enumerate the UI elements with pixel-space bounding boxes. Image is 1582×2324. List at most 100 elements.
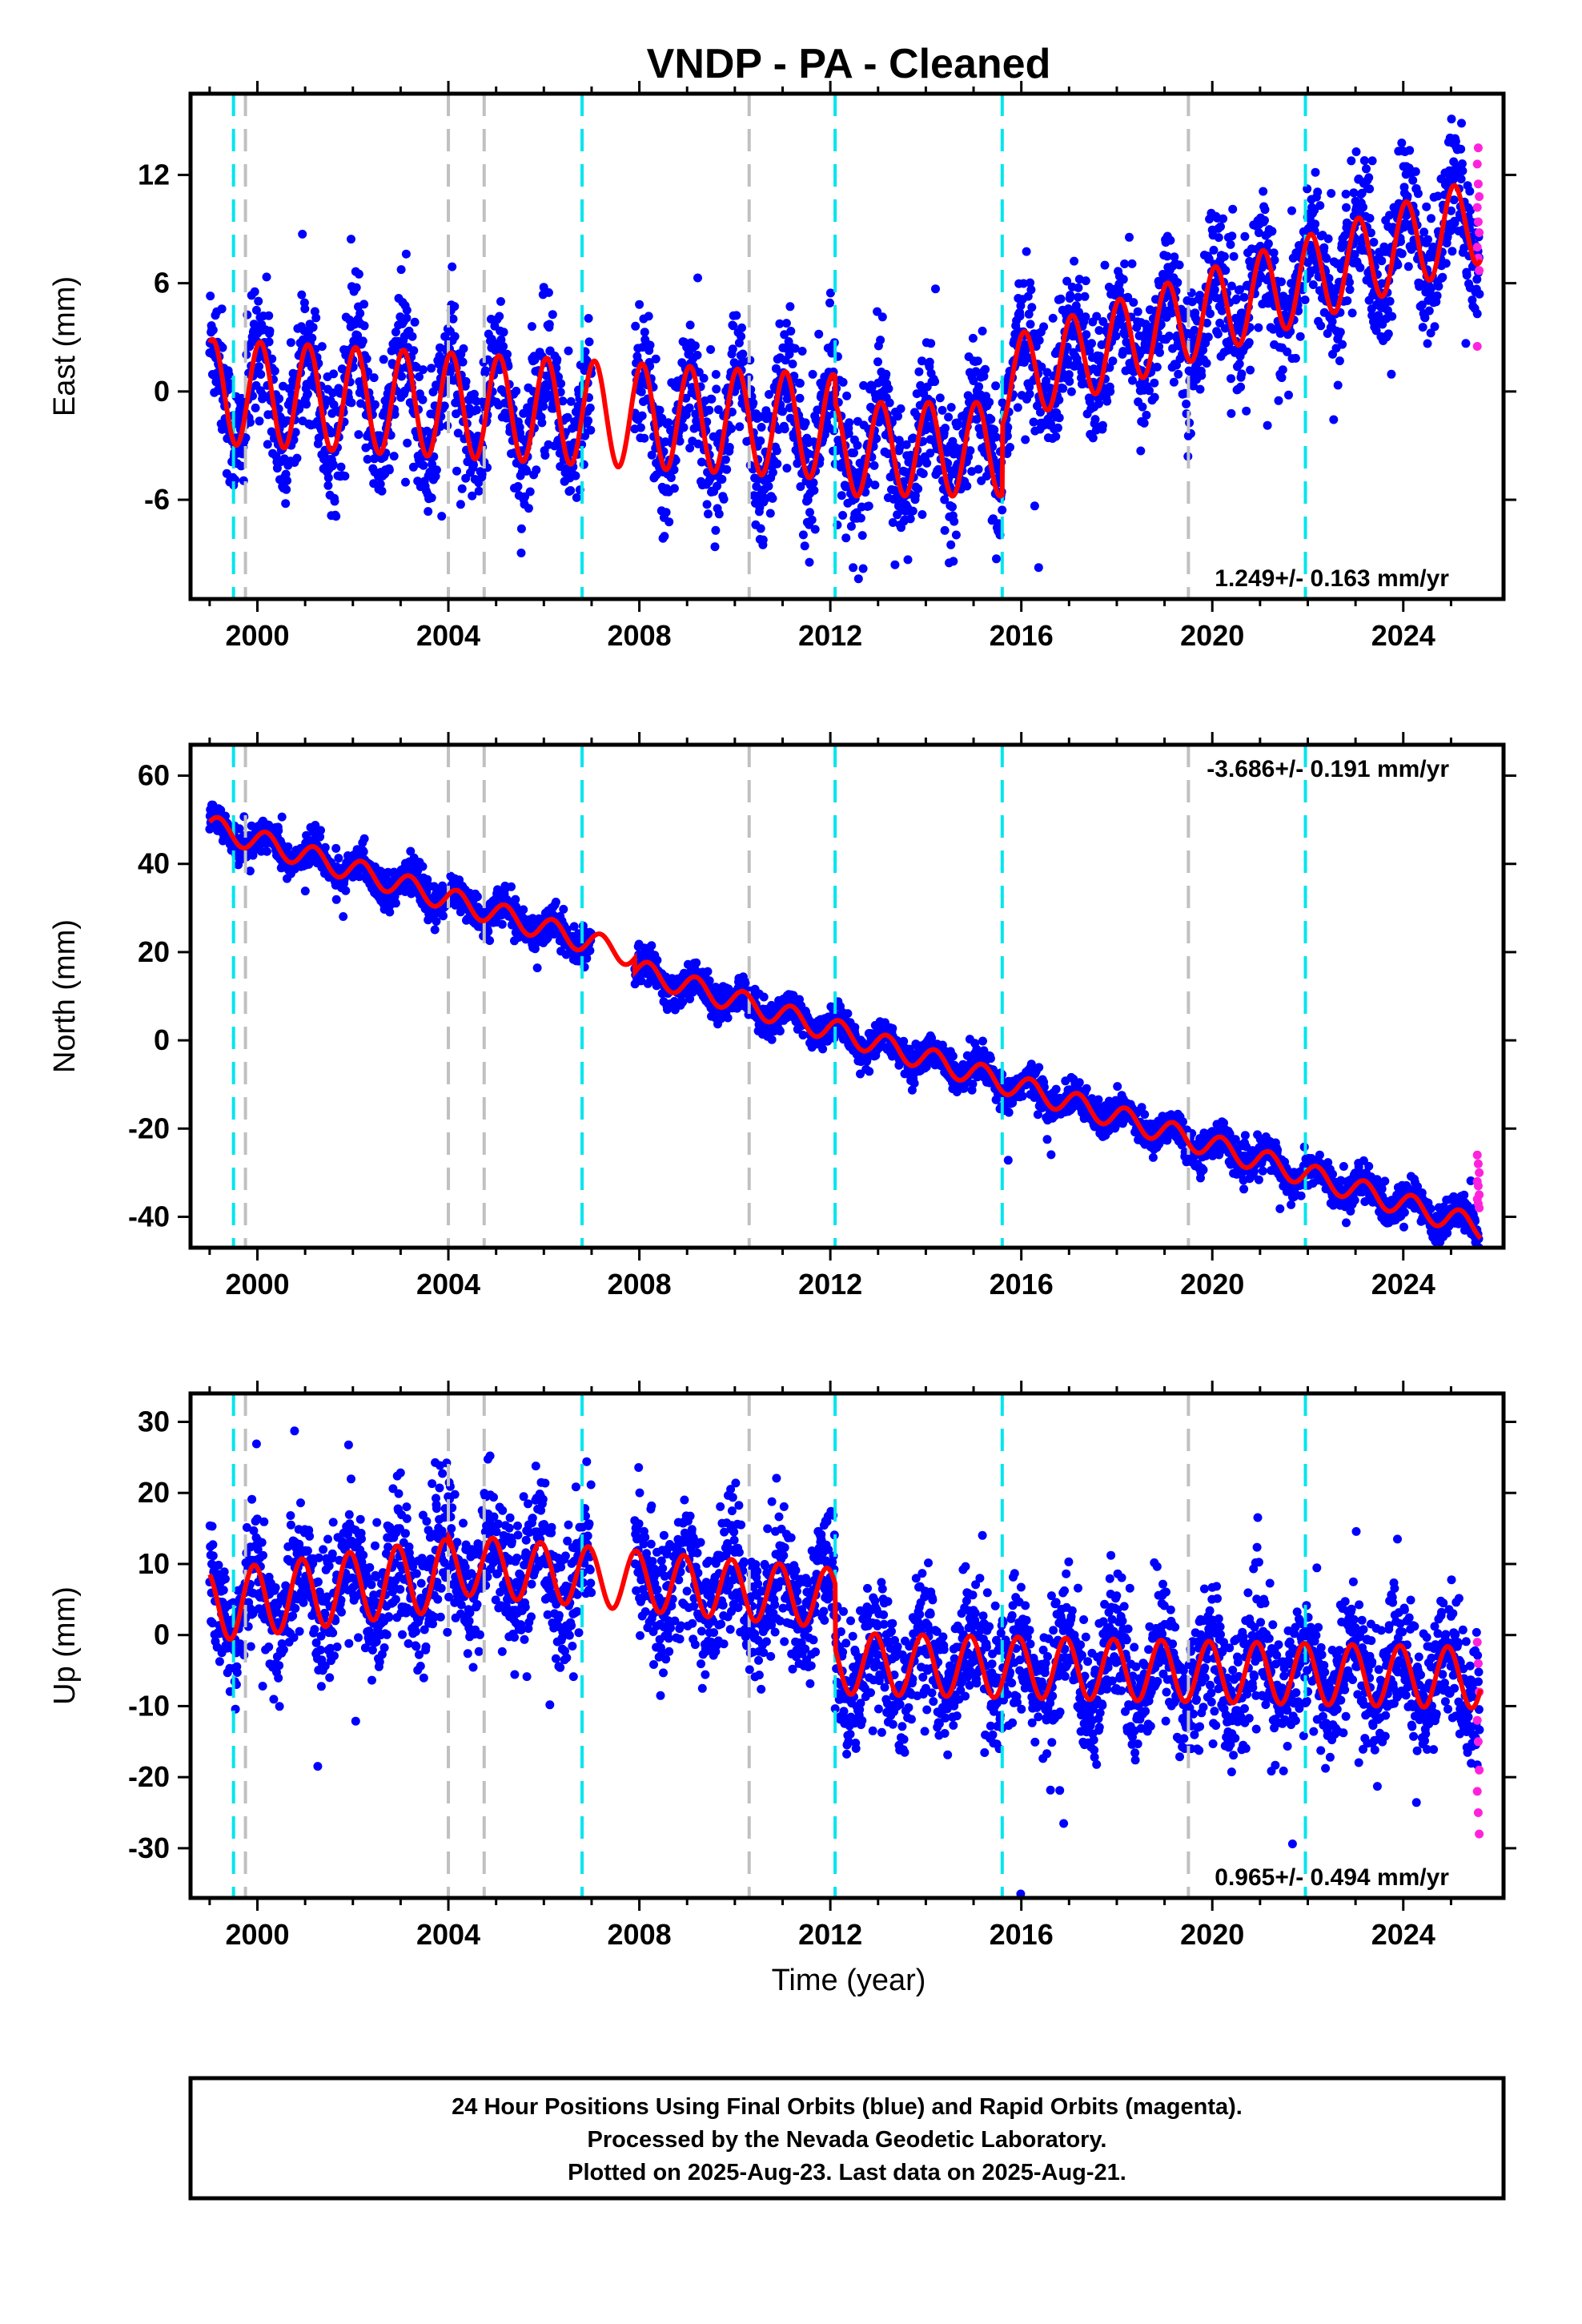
final-orbit-point: [317, 342, 327, 352]
final-orbit-point: [1229, 251, 1239, 261]
final-orbit-point: [1098, 420, 1107, 430]
final-orbit-point: [1195, 384, 1205, 394]
final-orbit-point: [297, 290, 307, 300]
final-orbit-point: [1430, 322, 1439, 332]
final-orbit-point: [796, 482, 805, 492]
final-orbit-point: [358, 336, 367, 346]
final-orbit-point: [917, 356, 926, 366]
final-orbit-point: [893, 412, 902, 421]
final-orbit-point: [532, 465, 541, 475]
final-orbit-point: [459, 344, 468, 353]
final-orbit-point: [331, 512, 341, 521]
final-orbit-point: [308, 323, 318, 332]
final-orbit-point: [877, 312, 887, 322]
final-orbit-point: [1424, 306, 1434, 316]
final-orbit-point: [890, 560, 900, 569]
final-orbit-point: [1291, 353, 1300, 363]
final-orbit-point: [925, 357, 934, 367]
final-orbit-point: [1460, 243, 1469, 253]
final-orbit-point: [1418, 323, 1427, 332]
final-orbit-point: [938, 405, 947, 415]
final-orbit-point: [664, 418, 673, 428]
final-orbit-point: [1128, 376, 1137, 385]
final-orbit-point: [881, 369, 891, 379]
final-orbit-point: [264, 311, 274, 320]
final-orbit-point: [1154, 280, 1164, 290]
final-orbit-point: [1202, 359, 1211, 368]
final-orbit-point: [323, 480, 333, 490]
final-orbit-point: [1003, 423, 1013, 432]
final-orbit-point: [1162, 251, 1172, 261]
final-orbit-point: [516, 524, 526, 533]
final-orbit-point: [1092, 312, 1102, 321]
final-orbit-point: [1217, 306, 1227, 316]
final-orbit-point: [427, 493, 436, 503]
final-orbit-point: [1461, 339, 1471, 348]
final-orbit-point: [1166, 308, 1176, 318]
final-orbit-point: [973, 356, 982, 366]
final-orbit-point: [347, 235, 355, 244]
final-orbit-point: [864, 501, 873, 511]
final-orbit-point: [295, 402, 304, 412]
final-orbit-point: [1155, 348, 1164, 357]
final-orbit-point: [300, 304, 310, 314]
final-orbit-point: [311, 313, 321, 323]
final-orbit-point: [410, 317, 420, 327]
final-orbit-point: [908, 506, 917, 516]
final-orbit-point: [825, 288, 835, 298]
final-orbit-point: [556, 379, 566, 388]
final-orbit-point: [905, 514, 915, 524]
final-orbit-point: [974, 464, 983, 474]
final-orbit-point: [1022, 247, 1031, 256]
final-orbit-point: [1403, 262, 1413, 271]
final-orbit-point: [948, 502, 957, 512]
final-orbit-point: [527, 322, 536, 332]
final-orbit-point: [236, 461, 246, 471]
final-orbit-point: [998, 398, 1007, 408]
final-orbit-point: [469, 389, 479, 399]
final-orbit-point: [456, 500, 465, 509]
final-orbit-point: [1024, 309, 1034, 319]
final-orbit-point: [286, 338, 295, 348]
final-orbit-point: [1383, 329, 1393, 339]
final-orbit-point: [981, 364, 990, 374]
final-orbit-point: [986, 415, 996, 424]
final-orbit-point: [277, 812, 287, 822]
final-orbit-point: [1219, 251, 1229, 261]
final-orbit-point: [1456, 175, 1466, 183]
final-orbit-point: [1244, 338, 1254, 348]
final-orbit-point: [859, 380, 869, 390]
final-orbit-point: [1335, 356, 1344, 366]
final-orbit-point: [1039, 322, 1049, 332]
final-orbit-point: [1026, 278, 1035, 287]
final-orbit-point: [448, 314, 458, 324]
final-orbit-point: [208, 325, 218, 335]
final-orbit-point: [838, 377, 848, 387]
final-orbit-point: [723, 1013, 733, 1023]
final-orbit-point: [1213, 329, 1223, 339]
final-orbit-point: [1034, 563, 1043, 573]
final-orbit-point: [666, 473, 676, 482]
final-orbit-point: [391, 328, 400, 337]
final-orbit-point: [530, 355, 540, 364]
final-orbit-point: [1278, 365, 1287, 375]
final-orbit-point: [1369, 238, 1379, 247]
final-orbit-point: [705, 405, 714, 415]
final-orbit-point: [1267, 227, 1277, 236]
rapid-orbit-point: [1472, 342, 1482, 351]
final-orbit-point: [631, 321, 640, 331]
final-orbit-point: [1411, 167, 1420, 176]
final-orbit-point: [1189, 381, 1198, 391]
y-tick-label: 0: [154, 375, 170, 408]
final-orbit-point: [1423, 235, 1432, 244]
final-orbit-point: [1419, 227, 1429, 237]
final-orbit-point: [281, 469, 291, 479]
final-orbit-point: [1232, 294, 1242, 304]
final-orbit-point: [218, 343, 227, 352]
final-orbit-point: [856, 513, 865, 523]
final-orbit-point: [281, 499, 291, 509]
final-orbit-point: [735, 422, 745, 432]
final-orbit-point: [1313, 187, 1323, 197]
final-orbit-point: [935, 393, 945, 403]
final-orbit-point: [1090, 415, 1100, 424]
